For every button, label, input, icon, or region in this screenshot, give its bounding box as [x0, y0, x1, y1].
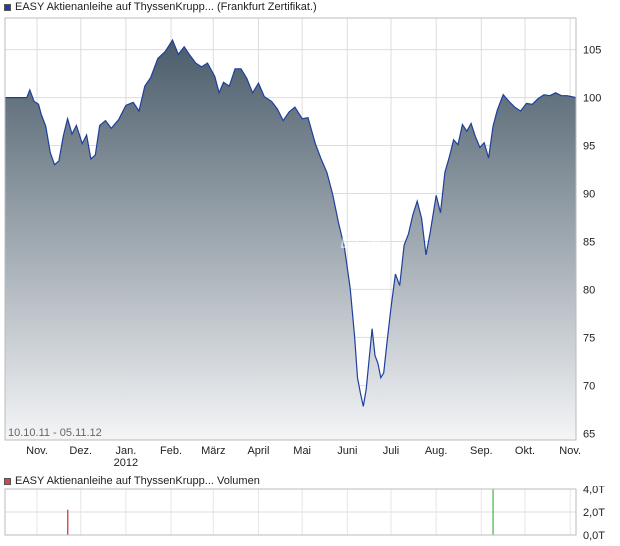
y-tick-label: 80: [583, 284, 595, 296]
volume-bar: [67, 509, 69, 535]
volume-chart: 0,0T 2,0T 4,0T: [4, 486, 605, 542]
volume-legend: EASY Aktienanleihe auf ThyssenKrupp... V…: [4, 474, 260, 488]
plot-frame: [4, 17, 577, 441]
x-tick-label: Feb.: [160, 445, 182, 457]
y-tick-label: 65: [583, 428, 595, 440]
x-tick-label: April: [247, 445, 269, 457]
y-tick-label: 75: [583, 332, 595, 344]
volume-tick-label: 4,0T: [583, 486, 605, 496]
date-range-label: 10.10.11 - 05.11.12: [8, 427, 102, 439]
x-tick-label: Dez.: [69, 445, 92, 457]
x-tick-label: Juni: [337, 445, 357, 457]
x-tick-label: Aug.: [425, 445, 448, 457]
y-tick-label: 105: [583, 45, 601, 57]
volume-legend-swatch: [4, 477, 11, 485]
y-tick-label: 70: [583, 380, 595, 392]
y-tick-label: 85: [583, 236, 595, 248]
y-tick-label: 95: [583, 141, 595, 153]
x-tick-label: Juli: [383, 445, 400, 457]
volume-tick-label: 0,0T: [583, 530, 605, 542]
price-legend-swatch: [4, 3, 11, 11]
volume-tick-label: 2,0T: [583, 507, 605, 519]
y-tick-label: 100: [583, 93, 601, 105]
x-tick-label: Sep.: [470, 445, 493, 457]
x-tick-label: März: [201, 445, 225, 457]
watermark: ECK: [340, 228, 387, 253]
x-tick-label: Nov.: [26, 445, 48, 457]
price-legend: EASY Aktienanleihe auf ThyssenKrupp... (…: [4, 0, 317, 14]
x-tick-label: Okt.: [515, 445, 535, 457]
volume-legend-label: EASY Aktienanleihe auf ThyssenKrupp... V…: [15, 475, 260, 487]
volume-bar: [492, 489, 494, 535]
price-area: [5, 40, 576, 440]
price-chart: ECK 65 70 75 80 85 90 95 100 105 Nov. Dez. Jan.2012 F…: [4, 17, 601, 469]
x-tick-label: Mai: [293, 445, 311, 457]
x-tick-sublabel: 2012: [114, 457, 138, 469]
x-tick-label: Jan.: [116, 445, 137, 457]
volume-frame: [4, 488, 577, 536]
y-tick-label: 90: [583, 189, 595, 201]
price-legend-label: EASY Aktienanleihe auf ThyssenKrupp... (…: [15, 1, 317, 13]
x-tick-label: Nov.: [559, 445, 581, 457]
price-line: [5, 38, 577, 407]
